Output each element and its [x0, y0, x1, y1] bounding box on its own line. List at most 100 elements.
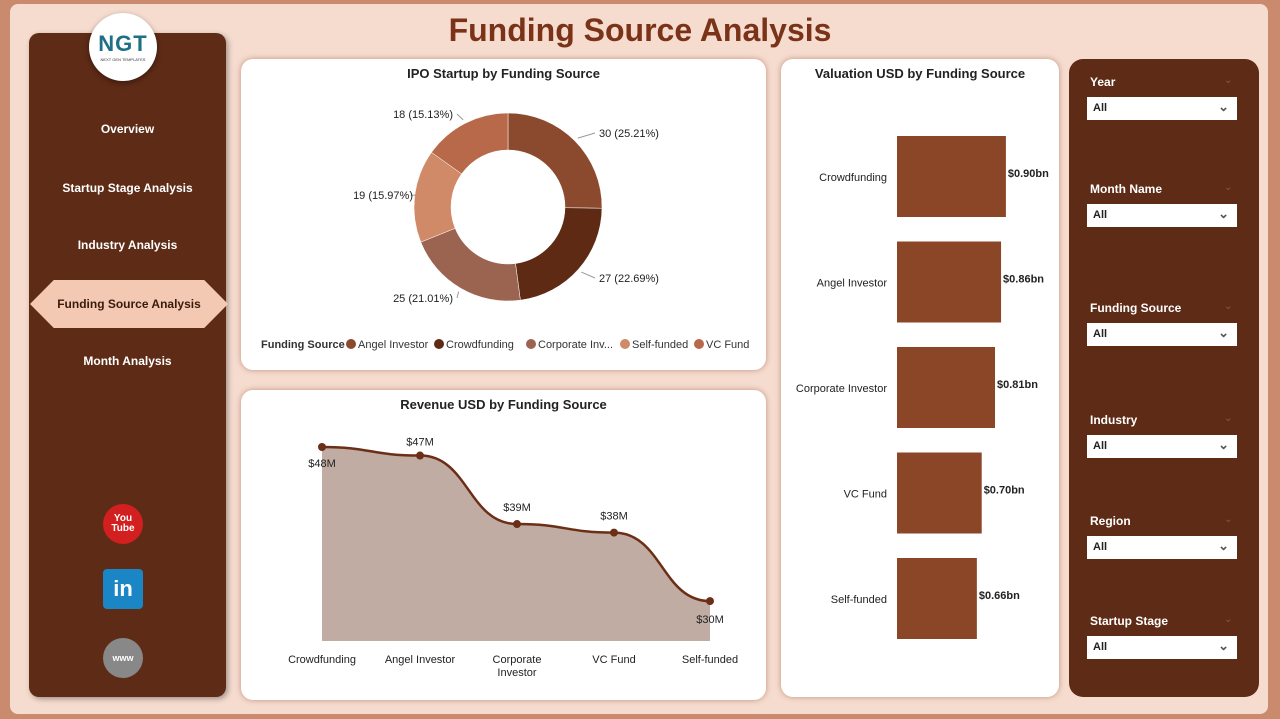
valuation-bar-card: Valuation USD by Funding Source Crowdfun…	[781, 59, 1059, 697]
legend-marker	[694, 339, 704, 349]
valuation-bar	[897, 136, 1006, 217]
slicer-label-region: Region	[1090, 514, 1131, 528]
bar-data-label: $0.70bn	[984, 485, 1025, 497]
data-point	[318, 443, 326, 451]
slicer-label-funding-source: Funding Source	[1090, 301, 1182, 315]
legend-marker	[620, 339, 630, 349]
legend-item: Angel Investor	[358, 339, 429, 351]
y-tick-label: Corporate Investor	[796, 383, 887, 395]
y-tick-label: Crowdfunding	[819, 172, 887, 184]
slicer-dropdown-funding-source[interactable]: All ⌄	[1087, 323, 1237, 346]
data-point	[513, 520, 521, 529]
bar-data-label: $0.86bn	[1003, 274, 1044, 286]
y-tick-label: VC Fund	[844, 489, 887, 501]
nav-month-analysis[interactable]: Month Analysis	[83, 354, 172, 368]
chevron-down-icon[interactable]: ⌄	[1224, 614, 1233, 625]
chevron-down-icon: ⌄	[1218, 99, 1229, 114]
filter-panel	[1069, 59, 1259, 697]
chevron-down-icon[interactable]: ⌄	[1224, 75, 1233, 86]
nav-overview[interactable]: Overview	[100, 122, 155, 136]
slicer-value: All	[1093, 328, 1108, 340]
area-data-label: $48M	[308, 458, 336, 470]
bar-data-label: $0.81bn	[997, 379, 1038, 391]
nav-startup-stage-analysis[interactable]: Startup Stage Analysis	[62, 181, 193, 195]
area-data-label: $30M	[696, 614, 724, 626]
slicer-value: All	[1093, 209, 1108, 221]
donut-data-label: 30 (25.21%)	[599, 128, 659, 140]
data-point	[416, 451, 424, 460]
slicer-value: All	[1093, 641, 1108, 653]
y-tick-label: Self-funded	[831, 594, 887, 606]
legend-item: VC Fund	[706, 339, 749, 351]
legend-item: Corporate Inv...	[538, 339, 613, 351]
area-data-label: $47M	[406, 437, 434, 449]
x-tick-label: Angel Investor	[385, 654, 456, 666]
bar-chart: Crowdfunding $0.90bn Angel Investor $0.86bn…	[796, 136, 1049, 639]
chevron-down-icon: ⌄	[1218, 437, 1229, 452]
youtube-icon[interactable]: You Tube	[103, 504, 143, 544]
legend-item: Self-funded	[632, 339, 688, 351]
data-point	[610, 528, 618, 537]
data-point	[706, 597, 714, 606]
nav-industry-analysis[interactable]: Industry Analysis	[77, 238, 178, 252]
legend-marker	[434, 339, 444, 349]
leader-line	[577, 132, 596, 139]
ipo-donut-card: IPO Startup by Funding Source 30 (25.21%…	[241, 59, 766, 370]
area-fill	[322, 447, 710, 641]
legend-item: Crowdfunding	[446, 339, 514, 351]
donut-slice	[515, 207, 603, 301]
area-data-label: $38M	[600, 511, 628, 523]
area-chart: $48M Crowdfunding $47M Angel Investor $39M Co…	[288, 437, 738, 679]
legend-marker	[526, 339, 536, 349]
globe-icon[interactable]: www	[103, 638, 143, 678]
x-tick-label: Corporate Investor	[493, 654, 542, 679]
linkedin-icon[interactable]: in	[103, 569, 143, 609]
bar-title: Valuation USD by Funding Source	[814, 66, 1026, 81]
donut-slice	[431, 112, 509, 175]
bar-data-label: $0.66bn	[979, 590, 1020, 602]
x-tick-label: Self-funded	[682, 654, 738, 666]
donut-data-label: 27 (22.69%)	[599, 273, 659, 285]
page-title: Funding Source Analysis	[448, 12, 832, 48]
chevron-down-icon: ⌄	[1218, 638, 1229, 653]
slicer-dropdown-region[interactable]: All ⌄	[1087, 536, 1237, 559]
slicer-dropdown-month-name[interactable]: All ⌄	[1087, 204, 1237, 227]
valuation-bar	[897, 347, 996, 428]
donut-slice	[507, 112, 603, 209]
slicer-label-month-name: Month Name	[1090, 182, 1162, 196]
leader-line	[456, 291, 460, 299]
chevron-down-icon: ⌄	[1218, 538, 1229, 553]
x-tick-label: VC Fund	[592, 654, 635, 666]
chevron-down-icon[interactable]: ⌄	[1224, 413, 1233, 424]
valuation-bar	[897, 241, 1002, 323]
donut-data-label: 25 (21.01%)	[393, 293, 453, 305]
valuation-bar	[897, 452, 982, 534]
revenue-area-card: Revenue USD by Funding Source $48M Crowdf…	[241, 390, 766, 700]
donut-title: IPO Startup by Funding Source	[407, 66, 600, 81]
chevron-down-icon: ⌄	[1218, 325, 1229, 340]
y-tick-label: Angel Investor	[817, 278, 888, 290]
legend-marker	[346, 339, 356, 349]
slicer-dropdown-startup-stage[interactable]: All ⌄	[1087, 636, 1237, 659]
slicer-value: All	[1093, 541, 1108, 553]
valuation-bar	[897, 558, 977, 639]
donut-slice	[420, 227, 521, 302]
slicer-value: All	[1093, 102, 1108, 114]
chevron-down-icon[interactable]: ⌄	[1224, 182, 1233, 193]
chevron-down-icon[interactable]: ⌄	[1224, 514, 1233, 525]
leader-line	[581, 271, 596, 279]
nav-funding-source-analysis[interactable]: Funding Source Analysis	[30, 280, 228, 328]
donut-data-label: 18 (15.13%)	[393, 109, 453, 121]
area-data-label: $39M	[503, 502, 531, 514]
x-tick-label: Crowdfunding	[288, 654, 356, 666]
slicer-dropdown-industry[interactable]: All ⌄	[1087, 435, 1237, 458]
chevron-down-icon[interactable]: ⌄	[1224, 301, 1233, 312]
chevron-down-icon: ⌄	[1218, 206, 1229, 221]
slicer-value: All	[1093, 440, 1108, 452]
slicer-label-startup-stage: Startup Stage	[1090, 614, 1169, 628]
area-title: Revenue USD by Funding Source	[400, 397, 607, 412]
ngt-logo: NGT NEXT GEN TEMPLATES	[89, 13, 157, 81]
legend-title: Funding Source	[261, 339, 345, 351]
slicer-dropdown-year[interactable]: All ⌄	[1087, 97, 1237, 120]
donut-chart: 30 (25.21%) 27 (22.69%) 25 (21.01%) 19 (15.…	[261, 109, 749, 351]
